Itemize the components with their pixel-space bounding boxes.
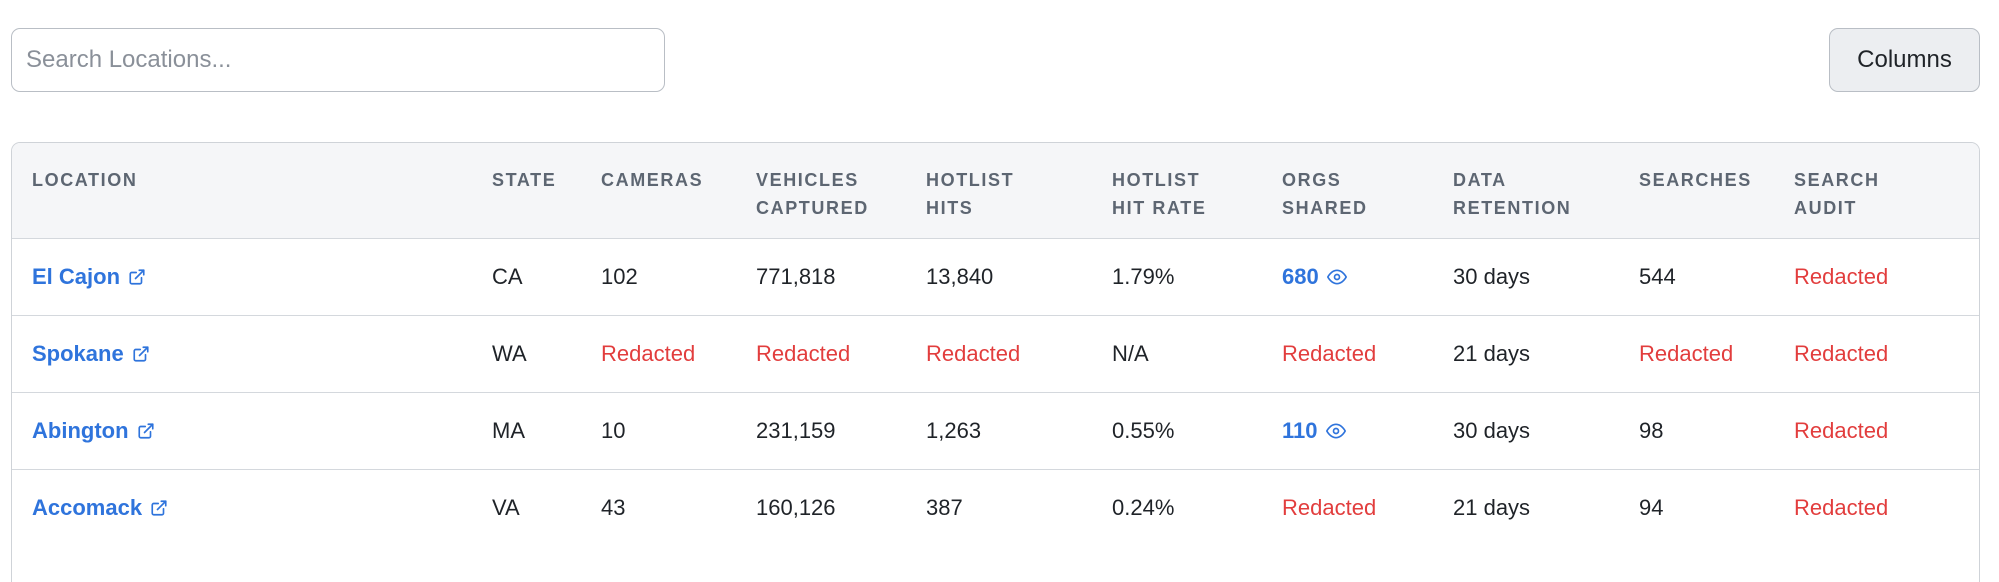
external-link-icon bbox=[132, 345, 150, 363]
cell-data-retention: 21 days bbox=[1453, 340, 1531, 366]
columns-button[interactable]: Columns bbox=[1829, 28, 1980, 92]
cell-hotlist-hits: Redacted bbox=[926, 340, 1021, 366]
location-name: Accomack bbox=[32, 494, 143, 520]
orgs-shared-count: 680 bbox=[1282, 263, 1319, 289]
column-header-data-retention[interactable]: DATA RETENTION bbox=[1453, 170, 1572, 218]
cell-search-audit: Redacted bbox=[1794, 417, 1889, 443]
cell-search-audit: Redacted bbox=[1794, 494, 1889, 520]
cell-vehicles-captured: 231,159 bbox=[756, 417, 836, 443]
cell-searches: Redacted bbox=[1639, 340, 1734, 366]
cell-vehicles-captured: 771,818 bbox=[756, 263, 836, 289]
eye-icon bbox=[1325, 421, 1346, 441]
cell-searches: 98 bbox=[1639, 417, 1664, 443]
cell-searches: 94 bbox=[1639, 494, 1664, 520]
external-link-icon bbox=[137, 422, 155, 440]
orgs-shared-count: 110 bbox=[1282, 417, 1318, 443]
locations-table: LOCATION STATE CAMERAS VEHICLES CAPTURED HOT… bbox=[11, 142, 1980, 582]
orgs-shared-link[interactable]: 110 bbox=[1282, 418, 1346, 444]
column-header-hotlist-hits[interactable]: HOTLIST HITS bbox=[926, 170, 1015, 218]
column-header-orgs-shared[interactable]: ORGS SHARED bbox=[1282, 170, 1368, 218]
cell-orgs-shared: 680 bbox=[1262, 238, 1433, 315]
column-header-searches[interactable]: SEARCHES bbox=[1639, 170, 1752, 190]
cell-search-audit: Redacted bbox=[1794, 263, 1889, 289]
cell-data-retention: 30 days bbox=[1453, 263, 1531, 289]
cell-hotlist-hits: 1,263 bbox=[926, 417, 982, 443]
cell-cameras: 10 bbox=[601, 417, 626, 443]
location-link[interactable]: Spokane bbox=[32, 341, 150, 367]
location-link[interactable]: El Cajon bbox=[32, 264, 146, 290]
cell-search-audit: Redacted bbox=[1794, 340, 1889, 366]
cell-hotlist-hits: 387 bbox=[926, 494, 963, 520]
column-header-vehicles-captured[interactable]: VEHICLES CAPTURED bbox=[756, 170, 869, 218]
cell-cameras: 102 bbox=[601, 263, 638, 289]
cell-data-retention: 30 days bbox=[1453, 417, 1531, 443]
cell-vehicles-captured: 160,126 bbox=[756, 494, 836, 520]
search-input[interactable] bbox=[11, 28, 665, 92]
column-header-hotlist-hit-rate[interactable]: HOTLIST HIT RATE bbox=[1112, 170, 1207, 218]
location-link[interactable]: Accomack bbox=[32, 495, 168, 521]
cell-location: El Cajon bbox=[12, 238, 472, 315]
cell-location: Spokane bbox=[12, 315, 472, 392]
table-header-row: LOCATION STATE CAMERAS VEHICLES CAPTURED HOT… bbox=[12, 143, 1979, 238]
column-header-state[interactable]: STATE bbox=[492, 170, 557, 190]
column-header-search-audit[interactable]: SEARCH AUDIT bbox=[1794, 170, 1880, 218]
cell-state: VA bbox=[492, 494, 520, 520]
cell-cameras: 43 bbox=[601, 494, 626, 520]
cell-location: Accomack bbox=[12, 469, 472, 546]
cell-searches: 544 bbox=[1639, 263, 1676, 289]
table-row: Abington MA 10 231,159 1,263 0.55% 110 30 days 9… bbox=[12, 392, 1979, 469]
cell-vehicles-captured: Redacted bbox=[756, 340, 851, 366]
cell-orgs-shared: Redacted bbox=[1282, 340, 1377, 366]
cell-location: Abington bbox=[12, 392, 472, 469]
table-body: El Cajon CA 102 771,818 13,840 1.79% 680 30 day… bbox=[12, 238, 1979, 546]
eye-icon bbox=[1326, 267, 1347, 287]
cell-data-retention: 21 days bbox=[1453, 494, 1531, 520]
location-name: El Cajon bbox=[32, 263, 121, 289]
location-name: Spokane bbox=[32, 340, 124, 366]
cell-orgs-shared: Redacted bbox=[1282, 494, 1377, 520]
cell-hotlist-hits: 13,840 bbox=[926, 263, 994, 289]
cell-hotlist-hit-rate: 0.55% bbox=[1112, 417, 1175, 443]
external-link-icon bbox=[150, 499, 168, 517]
table-row: El Cajon CA 102 771,818 13,840 1.79% 680 30 day… bbox=[12, 238, 1979, 315]
external-link-icon bbox=[128, 268, 146, 286]
cell-state: CA bbox=[492, 263, 523, 289]
cell-cameras: Redacted bbox=[601, 340, 696, 366]
cell-state: WA bbox=[492, 340, 527, 366]
column-header-cameras[interactable]: CAMERAS bbox=[601, 170, 704, 190]
column-header-location[interactable]: LOCATION bbox=[32, 170, 138, 190]
location-name: Abington bbox=[32, 417, 129, 443]
cell-orgs-shared: 110 bbox=[1262, 392, 1433, 469]
location-link[interactable]: Abington bbox=[32, 418, 155, 444]
table-row: Accomack VA 43 160,126 387 0.24% Redacted 21 da… bbox=[12, 469, 1979, 546]
cell-hotlist-hit-rate: 0.24% bbox=[1112, 494, 1175, 520]
orgs-shared-link[interactable]: 680 bbox=[1282, 264, 1347, 290]
toolbar: Columns bbox=[0, 0, 1999, 130]
cell-hotlist-hit-rate: 1.79% bbox=[1112, 263, 1175, 289]
cell-state: MA bbox=[492, 417, 525, 443]
cell-hotlist-hit-rate: N/A bbox=[1112, 340, 1149, 366]
table-row: Spokane WA Redacted Redacted Redacted N/A Reda… bbox=[12, 315, 1979, 392]
